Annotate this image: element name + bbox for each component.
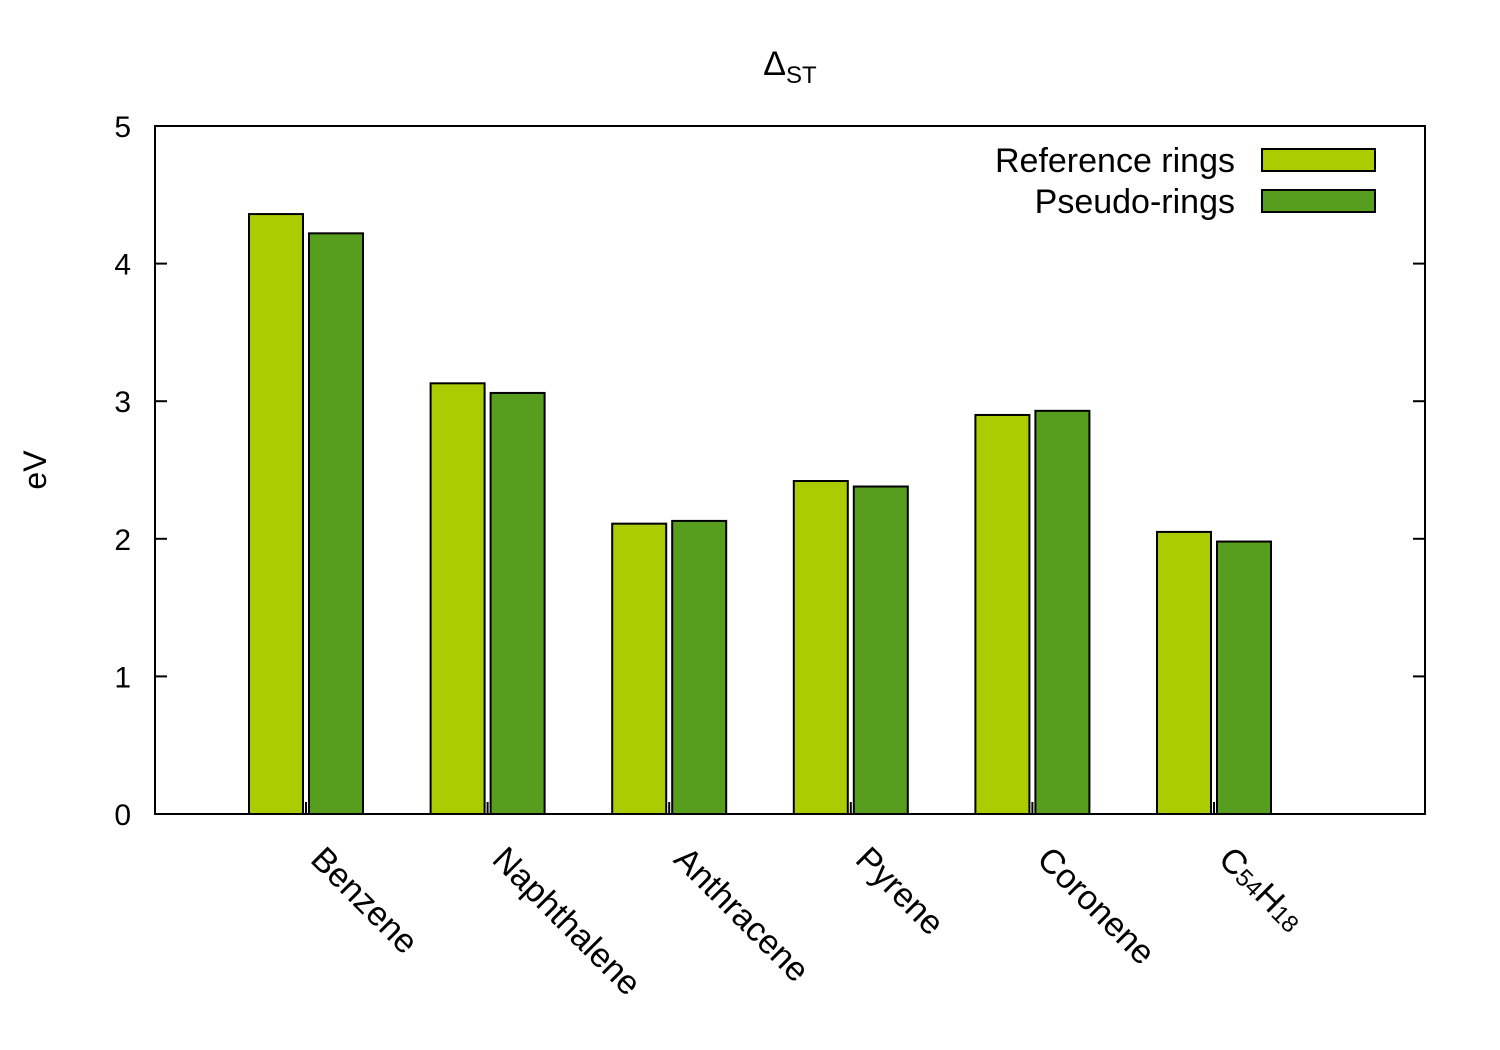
- bar-pseudo-3: [852, 485, 909, 815]
- bar-reference-0: [248, 213, 304, 815]
- chart-title: ΔST: [763, 45, 817, 89]
- y-tick-label: 0: [114, 799, 131, 832]
- category-label: Pyrene: [848, 840, 951, 943]
- bar-reference-4: [974, 413, 1031, 815]
- y-tick-label: 1: [114, 661, 131, 694]
- category-label: Coronene: [1030, 840, 1162, 972]
- bar-pseudo-0: [308, 232, 364, 815]
- bar-reference-2: [611, 522, 668, 815]
- y-tick-label: 3: [114, 386, 131, 419]
- legend-swatch-pseudo: [1261, 189, 1376, 213]
- y-tick-label: 4: [114, 249, 131, 282]
- title-text: ΔST: [763, 45, 817, 89]
- bar-pseudo-4: [1034, 409, 1091, 815]
- bar-reference-1: [429, 382, 486, 815]
- category-label: Anthracene: [667, 840, 817, 990]
- y-tick-label: 5: [114, 111, 131, 144]
- bar-reference-3: [792, 480, 849, 815]
- category-label: Benzene: [303, 840, 425, 962]
- plot-area: [248, 213, 1272, 815]
- bar-pseudo-2: [671, 519, 728, 815]
- legend-label-pseudo: Pseudo-rings: [1035, 183, 1235, 221]
- bar-pseudo-5: [1216, 540, 1272, 815]
- title-main: Δ: [763, 45, 786, 83]
- bar-pseudo-1: [489, 391, 546, 815]
- title-subscript: ST: [786, 62, 817, 89]
- category-label: C54H18: [1211, 840, 1310, 939]
- category-label: Naphthalene: [485, 840, 648, 1003]
- legend-label-reference: Reference rings: [995, 142, 1235, 180]
- y-axis-label: eV: [17, 450, 53, 490]
- plot-frame: [154, 125, 1426, 815]
- y-tick-label: 2: [114, 524, 131, 557]
- legend-swatch-reference: [1261, 148, 1376, 172]
- bar-reference-5: [1156, 530, 1212, 815]
